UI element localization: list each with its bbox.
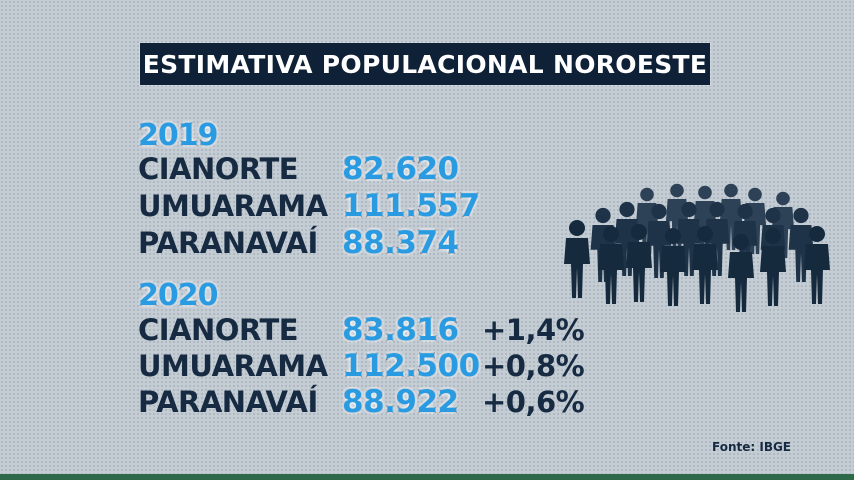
population-value: 112.500 (341, 347, 481, 385)
city-label: CIANORTE (138, 313, 299, 347)
row-2020-umuarama: UMUARAMA 112.500 +0,8% (138, 346, 585, 386)
population-value: 88.922 (341, 383, 460, 421)
population-value: 83.816 (341, 311, 460, 349)
growth-percentage: +1,4% (482, 313, 585, 347)
population-value: 82.620 (341, 150, 460, 188)
city-label: UMUARAMA (138, 189, 328, 223)
city-label: PARANAVAÍ (138, 385, 318, 419)
growth-percentage: +0,8% (482, 349, 585, 383)
year-2020-label: 2020 (137, 277, 219, 314)
crowd-icon (564, 183, 830, 312)
city-label: PARANAVAÍ (138, 226, 318, 260)
source-label: Fonte: IBGE (712, 440, 792, 454)
row-2020-cianorte: CIANORTE 83.816 +1,4% (138, 310, 585, 350)
year-2019-label: 2019 (137, 117, 219, 154)
row-2019-cianorte: CIANORTE 82.620 (138, 149, 472, 189)
city-label: CIANORTE (138, 152, 299, 186)
growth-percentage: +0,6% (482, 385, 585, 419)
population-value: 111.557 (341, 187, 481, 225)
row-2020-paranavai: PARANAVAÍ 88.922 +0,6% (138, 382, 585, 422)
page-title: ESTIMATIVA POPULACIONAL NOROESTE (140, 43, 710, 85)
row-2019-paranavai: PARANAVAÍ 88.374 (138, 223, 472, 263)
bottom-divider (0, 474, 854, 480)
row-2019-umuarama: UMUARAMA 111.557 (138, 186, 481, 226)
population-value: 88.374 (341, 224, 460, 262)
city-label: UMUARAMA (138, 349, 328, 383)
